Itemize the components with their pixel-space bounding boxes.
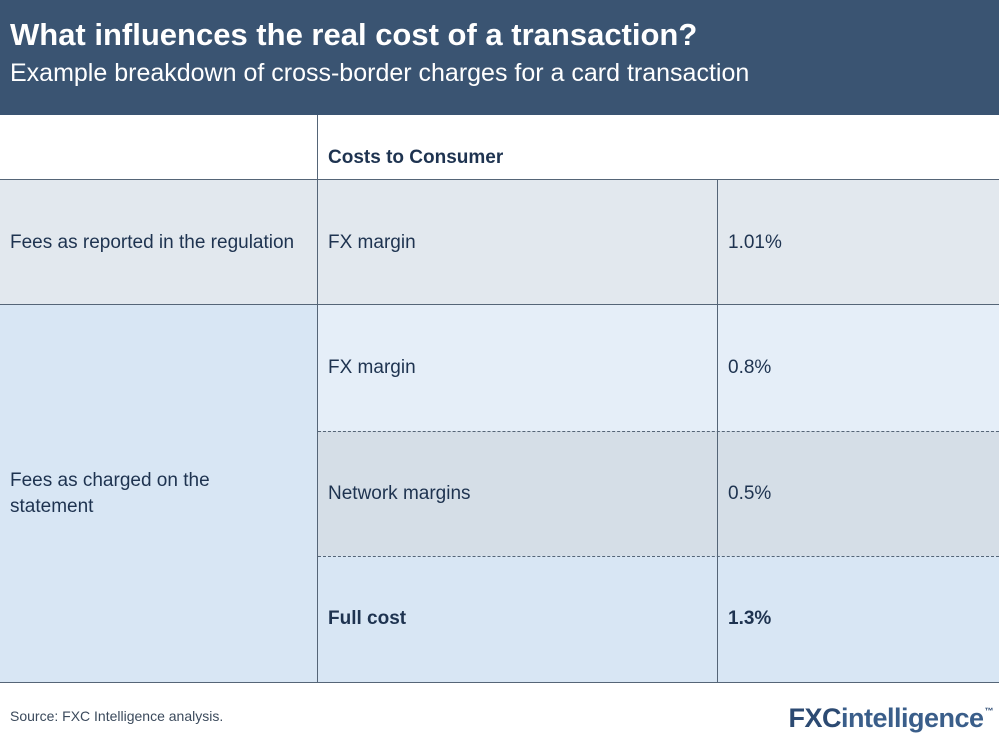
- column-header-costs: Costs to Consumer: [328, 147, 504, 168]
- divider-table-bottom: [0, 682, 999, 683]
- group-label-regulation: Fees as reported in the regulation: [0, 180, 318, 305]
- row-value-full-cost: 1.3%: [718, 556, 999, 682]
- divider-header-bottom: [0, 179, 999, 180]
- divider-vertical-1: [317, 115, 318, 683]
- source-note: Source: FXC Intelligence analysis.: [10, 708, 224, 724]
- logo-part-fxc: FXC: [788, 703, 841, 733]
- row-value-regulation-fx: 1.01%: [718, 180, 999, 305]
- logo-trademark: ™: [984, 706, 994, 716]
- row-value-network: 0.5%: [718, 431, 999, 556]
- row-item-network: Network margins: [318, 431, 718, 556]
- divider-dashed-1: [318, 431, 999, 432]
- group-label-statement: Fees as charged on the statement: [0, 305, 318, 682]
- group-label-statement-text: Fees as charged on the statement: [10, 469, 210, 517]
- logo-part-intelligence: intelligence: [840, 703, 984, 733]
- row-item-full-cost: Full cost: [318, 556, 718, 682]
- divider-dashed-2: [318, 556, 999, 557]
- page-title: What influences the real cost of a trans…: [10, 17, 698, 52]
- row-item-regulation-fx: FX margin: [318, 180, 718, 305]
- row-value-statement-fx: 0.8%: [718, 305, 999, 431]
- row-item-statement-fx: FX margin: [318, 305, 718, 431]
- page-subtitle: Example breakdown of cross-border charge…: [10, 59, 750, 87]
- chart-header: What influences the real cost of a trans…: [0, 0, 999, 115]
- fxc-intelligence-logo: FXC intelligence ™: [788, 698, 993, 734]
- divider-group-split: [0, 304, 999, 305]
